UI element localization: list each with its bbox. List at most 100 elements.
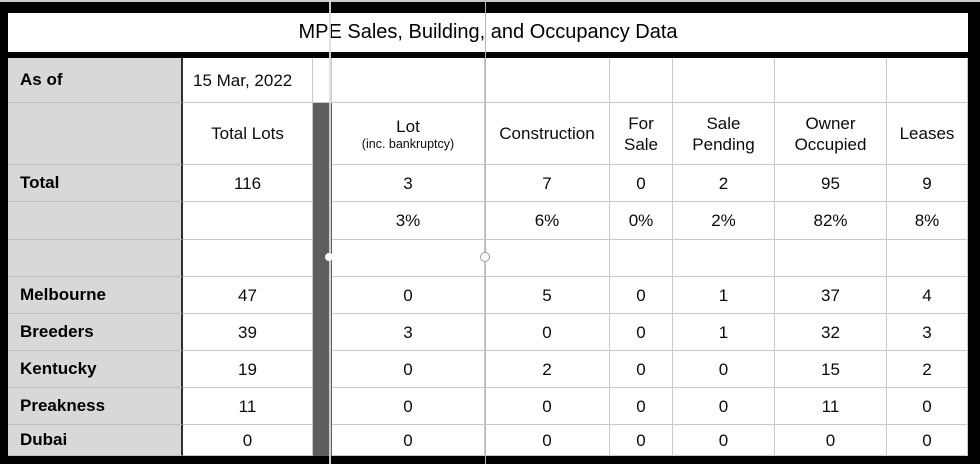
empty-cell — [610, 240, 673, 277]
guide-drag-handle-ring[interactable] — [480, 252, 490, 262]
melbourne-sale-pending: 1 — [673, 277, 775, 314]
row-header-breeders: Breeders — [8, 314, 183, 351]
empty-cell — [887, 58, 968, 103]
value: 6% — [534, 211, 560, 230]
percent-total-lots-empty — [183, 202, 313, 240]
melbourne-for-sale: 0 — [610, 277, 673, 314]
table-title: MPE Sales, Building, and Occupancy Data — [8, 13, 968, 52]
value: 0 — [636, 430, 646, 450]
preakness-for-sale: 0 — [610, 388, 673, 425]
value: 5 — [542, 285, 552, 305]
dubai-leases: 0 — [887, 425, 968, 456]
total-owner-occupied: 95 — [775, 165, 887, 202]
value: 0 — [242, 430, 253, 450]
row-header-total: Total — [8, 165, 183, 202]
top-edge-strip — [0, 0, 980, 2]
value: 0 — [542, 430, 552, 450]
col-header-owner-occupied: Owner Occupied — [775, 103, 887, 165]
col-header-total-lots-label: Total Lots — [211, 124, 284, 143]
row-label: Kentucky — [20, 359, 97, 378]
table-title-text: MPE Sales, Building, and Occupancy Data — [298, 21, 678, 43]
value: 2 — [542, 359, 552, 379]
total-lot: 3 — [332, 165, 485, 202]
separator-bar — [313, 425, 332, 456]
dubai-total-lots: 0 — [183, 425, 313, 456]
dubai-construction: 0 — [485, 425, 610, 456]
preakness-construction: 0 — [485, 388, 610, 425]
value: 0 — [403, 396, 413, 416]
preakness-total-lots: 11 — [183, 388, 313, 425]
percent-sale-pending: 2% — [673, 202, 775, 240]
dubai-owner-occupied: 0 — [775, 425, 887, 456]
spacer-row-header — [8, 240, 183, 277]
separator-bar — [313, 351, 332, 388]
col-header-sale-pending-label: Sale Pending — [692, 113, 755, 154]
empty-cell — [673, 58, 775, 103]
empty-cell — [183, 240, 313, 277]
vertical-guide-line-left[interactable] — [329, 0, 331, 464]
empty-cell — [887, 240, 968, 277]
value: 2 — [718, 173, 729, 193]
empty-cell — [673, 240, 775, 277]
empty-cell — [313, 58, 332, 103]
total-sale-pending: 2 — [673, 165, 775, 202]
melbourne-lot: 0 — [332, 277, 485, 314]
breeders-for-sale: 0 — [610, 314, 673, 351]
dubai-lot: 0 — [332, 425, 485, 456]
separator-bar — [313, 202, 332, 240]
total-leases: 9 — [887, 165, 968, 202]
value: 0 — [718, 430, 729, 450]
value: 3% — [395, 211, 421, 230]
value: 0 — [636, 173, 646, 193]
kentucky-total-lots: 19 — [183, 351, 313, 388]
value: 82% — [813, 211, 848, 230]
kentucky-leases: 2 — [887, 351, 968, 388]
percent-construction: 6% — [485, 202, 610, 240]
value: 0 — [636, 285, 646, 305]
kentucky-for-sale: 0 — [610, 351, 673, 388]
value: 95 — [821, 173, 840, 193]
separator-bar — [313, 165, 332, 202]
value: 39 — [238, 322, 257, 342]
value: 0 — [403, 430, 413, 450]
col-header-construction-label: Construction — [499, 124, 595, 143]
value: 37 — [821, 285, 840, 305]
col-header-lot-sublabel: (inc. bankruptcy) — [361, 136, 455, 151]
value: 0 — [718, 359, 729, 379]
dubai-for-sale: 0 — [610, 425, 673, 456]
col-header-for-sale-label: For Sale — [623, 113, 659, 154]
col-header-lot-label: Lot — [396, 116, 420, 136]
data-table: As of 15 Mar, 2022 Total Lots Lot (inc. b… — [8, 58, 968, 456]
value: 2 — [922, 359, 932, 379]
dubai-sale-pending: 0 — [673, 425, 775, 456]
value: 19 — [238, 359, 257, 379]
empty-cell — [332, 58, 485, 103]
col-header-sale-pending: Sale Pending — [673, 103, 775, 165]
empty-cell — [775, 240, 887, 277]
value: 0 — [403, 359, 413, 379]
value: 0 — [636, 322, 646, 342]
as-of-date: 15 Mar, 2022 — [193, 70, 293, 90]
value: 1 — [718, 322, 729, 342]
value: 11 — [238, 396, 257, 416]
preakness-leases: 0 — [887, 388, 968, 425]
guide-drag-handle-filled[interactable] — [325, 253, 333, 261]
value: 8% — [914, 211, 940, 230]
row-header-dubai: Dubai — [8, 425, 183, 456]
col-header-lot: Lot (inc. bankruptcy) — [332, 103, 485, 165]
breeders-lot: 3 — [332, 314, 485, 351]
value: 15 — [821, 359, 840, 379]
kentucky-sale-pending: 0 — [673, 351, 775, 388]
value: 0% — [628, 211, 654, 230]
separator-bar — [313, 240, 332, 277]
total-total-lots: 116 — [183, 165, 313, 202]
value: 32 — [821, 322, 840, 342]
row-label: Dubai — [20, 430, 68, 449]
vertical-guide-line-right[interactable] — [485, 0, 486, 464]
as-of-label: As of — [20, 70, 63, 89]
melbourne-leases: 4 — [887, 277, 968, 314]
row-header-total-label: Total — [20, 173, 60, 192]
empty-cell — [775, 58, 887, 103]
preakness-lot: 0 — [332, 388, 485, 425]
breeders-sale-pending: 1 — [673, 314, 775, 351]
